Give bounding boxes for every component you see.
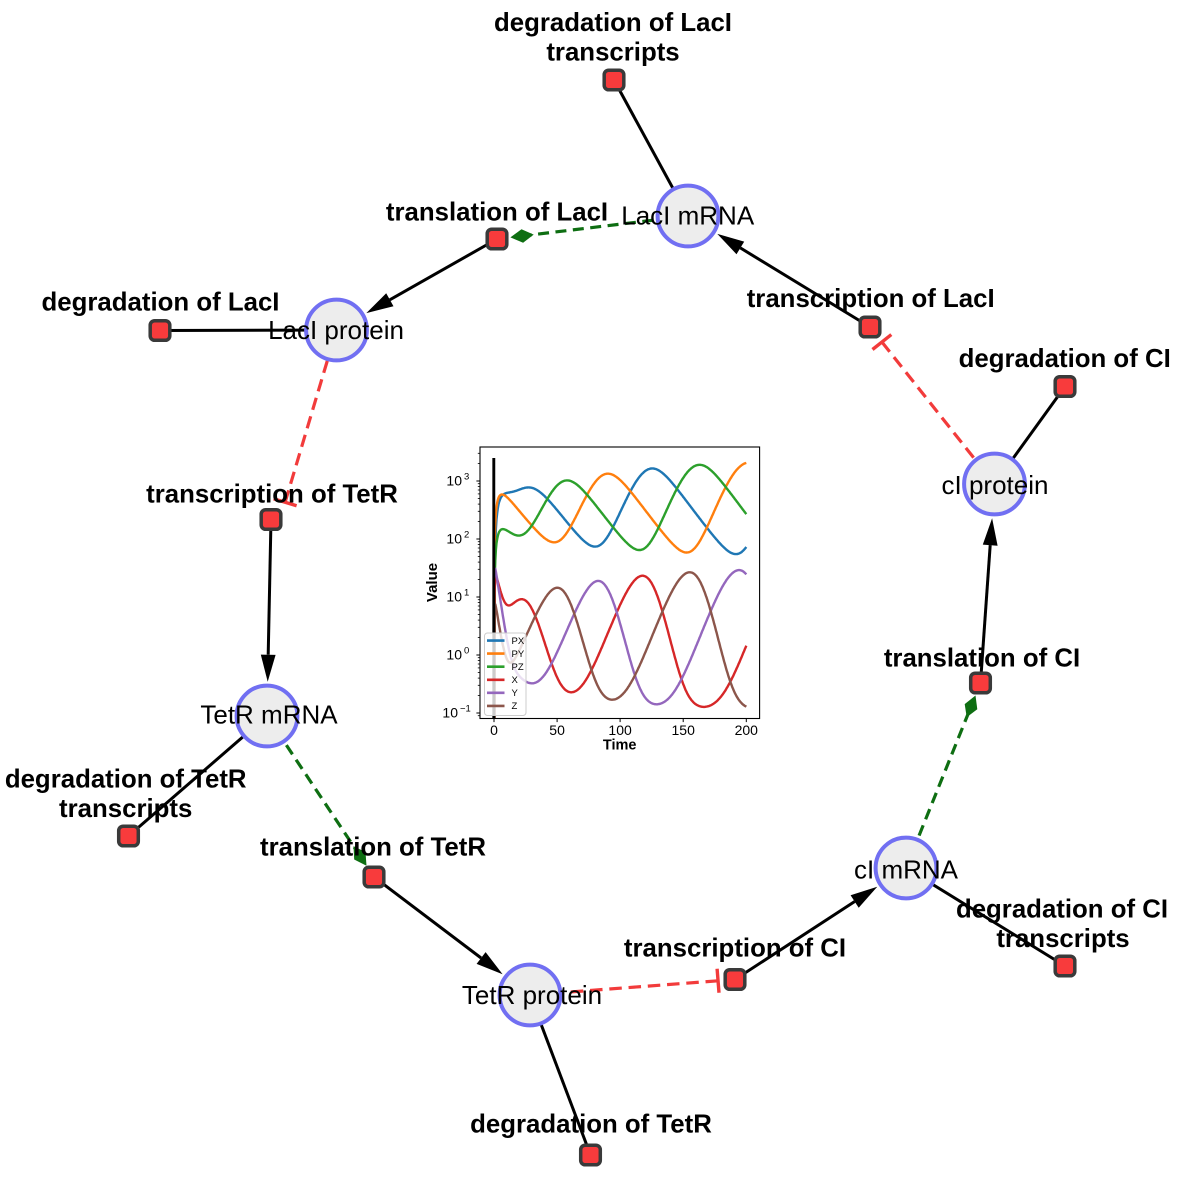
svg-text:Time: Time xyxy=(603,738,637,754)
svg-text:X: X xyxy=(512,675,519,686)
svg-text:transcripts: transcripts xyxy=(546,39,679,67)
svg-text:TetR protein: TetR protein xyxy=(462,980,602,1010)
svg-text:transcripts: transcripts xyxy=(996,925,1129,953)
svg-text:Y: Y xyxy=(512,688,519,699)
svg-text:transcription of TetR: transcription of TetR xyxy=(146,481,398,509)
svg-text:degradation of CI: degradation of CI xyxy=(959,345,1171,373)
svg-text:PZ: PZ xyxy=(512,662,524,673)
svg-text:degradation of CI: degradation of CI xyxy=(956,896,1168,924)
svg-text:transcription of LacI: transcription of LacI xyxy=(747,285,995,313)
svg-text:50: 50 xyxy=(549,722,565,738)
svg-text:transcription of CI: transcription of CI xyxy=(624,935,846,963)
svg-text:10: 10 xyxy=(446,647,462,663)
svg-text:1: 1 xyxy=(464,588,469,599)
svg-text:degradation of LacI: degradation of LacI xyxy=(42,289,280,317)
svg-text:3: 3 xyxy=(464,472,469,483)
svg-text:Z: Z xyxy=(512,701,518,712)
svg-text:150: 150 xyxy=(672,722,696,738)
svg-text:translation of CI: translation of CI xyxy=(884,645,1080,673)
svg-text:10: 10 xyxy=(446,473,462,489)
svg-text:LacI mRNA: LacI mRNA xyxy=(621,200,755,230)
svg-text:degradation of TetR: degradation of TetR xyxy=(470,1111,712,1139)
svg-text:100: 100 xyxy=(608,722,632,738)
svg-text:200: 200 xyxy=(735,722,759,738)
svg-text:0: 0 xyxy=(464,646,469,657)
svg-text:10: 10 xyxy=(442,705,458,721)
svg-text:translation of LacI: translation of LacI xyxy=(386,199,608,227)
svg-text:PY: PY xyxy=(512,649,525,660)
svg-text:cI protein: cI protein xyxy=(942,470,1049,500)
svg-text:10: 10 xyxy=(446,589,462,605)
svg-text:PX: PX xyxy=(512,636,525,647)
svg-text:Value: Value xyxy=(424,563,441,602)
svg-text:10: 10 xyxy=(446,531,462,547)
svg-text:2: 2 xyxy=(464,530,469,541)
svg-text:−1: −1 xyxy=(460,704,471,715)
svg-text:cI mRNA: cI mRNA xyxy=(854,854,959,884)
svg-text:TetR mRNA: TetR mRNA xyxy=(200,699,338,729)
svg-text:LacI protein: LacI protein xyxy=(268,315,404,345)
svg-text:degradation of LacI: degradation of LacI xyxy=(494,9,732,37)
svg-text:transcripts: transcripts xyxy=(59,795,192,823)
svg-text:degradation of TetR: degradation of TetR xyxy=(5,766,247,794)
svg-text:0: 0 xyxy=(490,722,498,738)
svg-text:translation of TetR: translation of TetR xyxy=(260,834,486,862)
